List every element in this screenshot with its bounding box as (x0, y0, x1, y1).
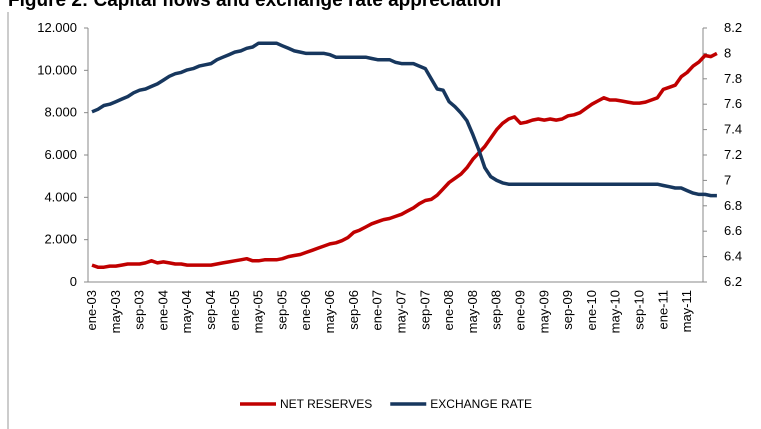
x-tick-label: sep-07 (417, 290, 432, 330)
chart-title: Figure 2: Capital flows and exchange rat… (8, 0, 501, 11)
x-tick-label: may-04 (179, 290, 194, 333)
series-line (91, 41, 717, 198)
y2-tick-label: 6.8 (724, 198, 742, 213)
y2-tick-label: 7.6 (724, 96, 742, 111)
y-tick-label: 10.000 (37, 62, 77, 77)
x-tick-label: sep-06 (346, 290, 361, 330)
x-tick-label: may-05 (251, 290, 266, 333)
y2-tick-label: 6.6 (724, 223, 742, 238)
y2-tick-label: 7.8 (724, 71, 742, 86)
x-tick-label: ene-10 (584, 290, 599, 330)
y-tick-label: 8.000 (44, 105, 77, 120)
x-tick-label: sep-10 (632, 290, 647, 330)
x-tick-label: ene-06 (298, 290, 313, 330)
x-tick-label: may-11 (679, 290, 694, 332)
x-tick-label: ene-09 (512, 290, 527, 330)
x-tick-label: ene-11 (655, 290, 670, 330)
x-tick-label: may-10 (608, 290, 623, 333)
y-tick-label: 12.000 (37, 20, 77, 35)
x-tick-label: sep-08 (489, 290, 504, 330)
y2-tick-label: 7 (724, 172, 731, 187)
x-tick-label: may-07 (393, 290, 408, 333)
y-tick-label: 4.000 (44, 189, 77, 204)
series-line (91, 51, 718, 269)
y2-tick-label: 8.2 (724, 20, 742, 35)
x-tick-label: sep-03 (132, 290, 147, 330)
y-tick-label: 2.000 (44, 232, 77, 247)
y2-tick-label: 8 (724, 45, 731, 60)
y2-tick-label: 6.2 (724, 274, 742, 289)
x-tick-label: ene-07 (370, 290, 385, 330)
legend-label: EXCHANGE RATE (430, 397, 532, 411)
x-tick-label: sep-09 (560, 290, 575, 330)
x-tick-label: sep-05 (274, 290, 289, 330)
x-tick-label: may-06 (322, 290, 337, 333)
y-tick-label: 0 (70, 274, 77, 289)
x-tick-label: ene-03 (84, 290, 99, 330)
y2-tick-label: 7.4 (724, 122, 742, 137)
x-tick-label: may-09 (536, 290, 551, 333)
y2-tick-label: 7.2 (724, 147, 742, 162)
x-tick-label: ene-05 (227, 290, 242, 330)
y2-tick-label: 6.4 (724, 249, 742, 264)
x-tick-label: sep-04 (203, 290, 218, 330)
y-tick-label: 6.000 (44, 147, 77, 162)
legend-label: NET RESERVES (280, 397, 372, 411)
x-tick-label: ene-08 (441, 290, 456, 330)
x-tick-label: ene-04 (155, 290, 170, 330)
x-tick-label: may-08 (465, 290, 480, 333)
x-tick-label: may-03 (108, 290, 123, 333)
